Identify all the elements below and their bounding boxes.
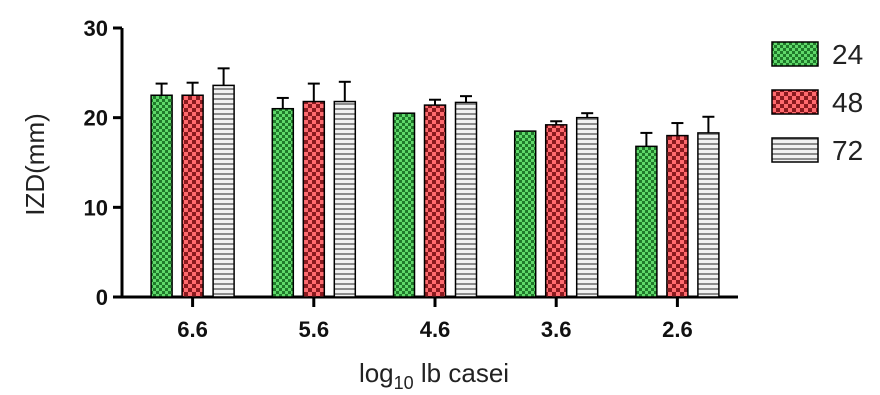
x-tick-label: 6.6 xyxy=(177,317,208,342)
y-tick-label: 20 xyxy=(84,106,108,131)
bar-24-5.6 xyxy=(271,107,295,298)
x-axis-title-prefix: log xyxy=(359,358,394,388)
legend-swatch-48 xyxy=(771,89,819,115)
bar-72-4.6 xyxy=(454,101,478,298)
bar-24-3.6 xyxy=(513,130,537,298)
legend-label-48: 48 xyxy=(832,87,863,118)
legend-label-72: 72 xyxy=(832,135,863,166)
x-tick-label: 5.6 xyxy=(299,317,330,342)
legend-swatch-24 xyxy=(771,41,819,67)
legend-label-24: 24 xyxy=(832,39,863,70)
bar-48-5.6 xyxy=(302,100,326,298)
x-axis-title-subscript: 10 xyxy=(394,373,414,393)
x-tick-label: 4.6 xyxy=(420,317,451,342)
x-tick-label: 3.6 xyxy=(541,317,572,342)
legend: 24 48 72 xyxy=(771,39,863,166)
bar-72-5.6 xyxy=(333,100,357,298)
bars xyxy=(150,84,720,298)
y-tick-label: 0 xyxy=(96,285,108,310)
y-axis-title: IZD(mm) xyxy=(20,113,50,216)
y-tick-label: 30 xyxy=(84,16,108,41)
bar-48-2.6 xyxy=(666,134,689,298)
x-tick-label: 2.6 xyxy=(662,317,693,342)
x-axis-title-suffix: lb casei xyxy=(414,358,509,388)
y-tick-label: 10 xyxy=(84,195,108,220)
x-axis-title: log10 lb casei xyxy=(359,358,509,393)
bar-72-2.6 xyxy=(697,132,720,298)
error-bars xyxy=(155,67,715,147)
bar-48-6.6 xyxy=(181,94,204,298)
bar-72-6.6 xyxy=(212,84,235,298)
bar-48-3.6 xyxy=(544,124,568,298)
bar-48-4.6 xyxy=(423,104,447,298)
bar-24-6.6 xyxy=(150,94,173,298)
bar-72-3.6 xyxy=(575,116,599,298)
bar-24-4.6 xyxy=(392,112,416,298)
bar-24-2.6 xyxy=(635,145,658,298)
legend-swatch-72 xyxy=(771,137,819,163)
